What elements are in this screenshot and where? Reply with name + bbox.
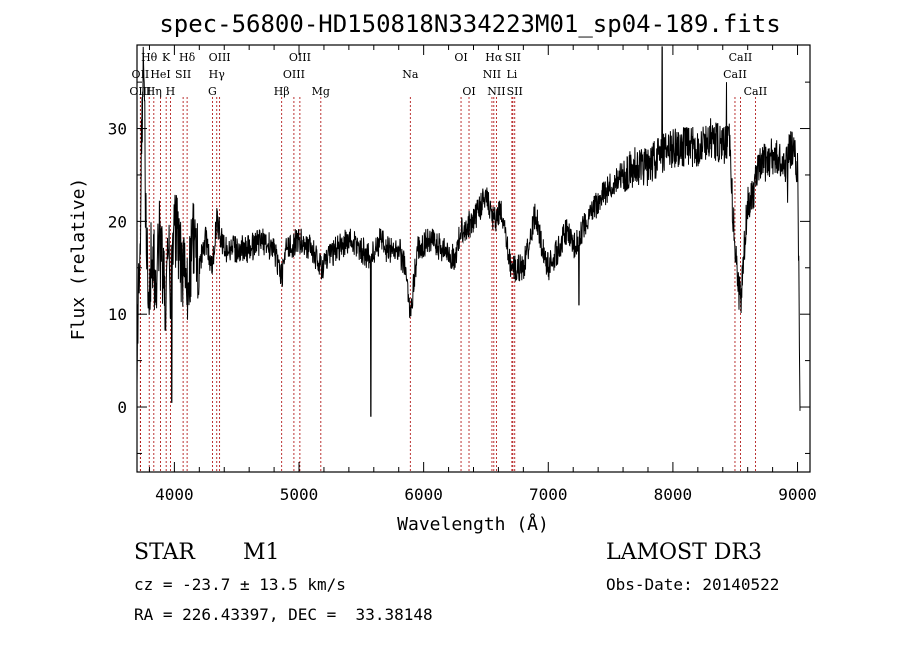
x-tick-label: 6000 [404,485,443,504]
line-marker-label: Li [506,68,517,81]
line-marker-label: G [208,85,217,98]
line-marker-label: K [162,51,171,64]
line-marker-label: Hδ [179,51,196,64]
line-marker-label: OIII [209,51,231,64]
line-marker-label: CaII [729,51,753,64]
x-axis-label: Wavelength (Å) [397,513,549,535]
spectrum-line [136,46,801,417]
plot-area: Hθ OII OIII K HeI Hη SII H Hδ OIII Hγ G Hβ OIII OIII Mg… [108,44,817,504]
x-tick-label: 8000 [654,485,693,504]
line-label-group: Hθ OII OIII K HeI Hη SII H Hδ OIII Hγ G Hβ OIII OIII Mg… [129,51,767,98]
line-marker-label: Hβ [274,85,290,98]
chart-title: spec-56800-HD150818N334223M01_sp04-189.f… [159,10,780,38]
line-marker-label: NII [483,68,501,81]
line-marker-label: Hη [146,85,162,98]
y-tick-label: 30 [108,120,127,139]
y-tick-label: 0 [117,398,127,417]
line-marker-label: OI [462,85,475,98]
line-marker-label: NII [487,85,505,98]
survey-name: LAMOST DR3 [606,540,762,565]
x-tick-label: 9000 [778,485,817,504]
obs-date: Obs-Date: 20140522 [606,575,779,594]
redshift-text: cz = -23.7 ± 13.5 km/s [134,575,346,594]
spectrum-group [136,46,801,417]
line-marker-label: OIII [289,51,311,64]
object-subclass: M1 [243,540,280,565]
line-marker-label: OI [454,51,467,64]
y-axis-label: Flux (relative) [68,178,89,341]
x-axis-ticks: 4000 5000 6000 7000 8000 9000 [148,45,817,504]
line-marker-label: OIII [283,68,305,81]
line-marker-label: OIII [129,85,151,98]
line-marker-label: OII [132,68,150,81]
line-marker-label: SII [507,85,523,98]
x-tick-label: 7000 [529,485,568,504]
y-axis-ticks: 0 10 20 30 [108,81,810,454]
line-marker-label: Hγ [209,68,226,81]
x-tick-label: 5000 [280,485,319,504]
line-marker-label: Mg [312,85,330,98]
line-marker-label: H [166,85,176,98]
y-tick-label: 10 [108,305,127,324]
line-marker-label: Hθ [141,51,158,64]
line-marker-group [139,97,756,472]
line-marker-label: CaII [744,85,768,98]
line-marker-label: SII [175,68,191,81]
line-marker-label: HeI [150,68,170,81]
line-marker-label: SII [505,51,521,64]
coordinates-text: RA = 226.43397, DEC = 33.38148 [134,605,433,624]
object-class: STAR [134,540,196,565]
line-marker-label: CaII [723,68,747,81]
x-tick-label: 4000 [155,485,194,504]
line-marker-label: Na [402,68,419,81]
y-tick-label: 20 [108,212,127,231]
line-marker-label: Hα [485,51,503,64]
